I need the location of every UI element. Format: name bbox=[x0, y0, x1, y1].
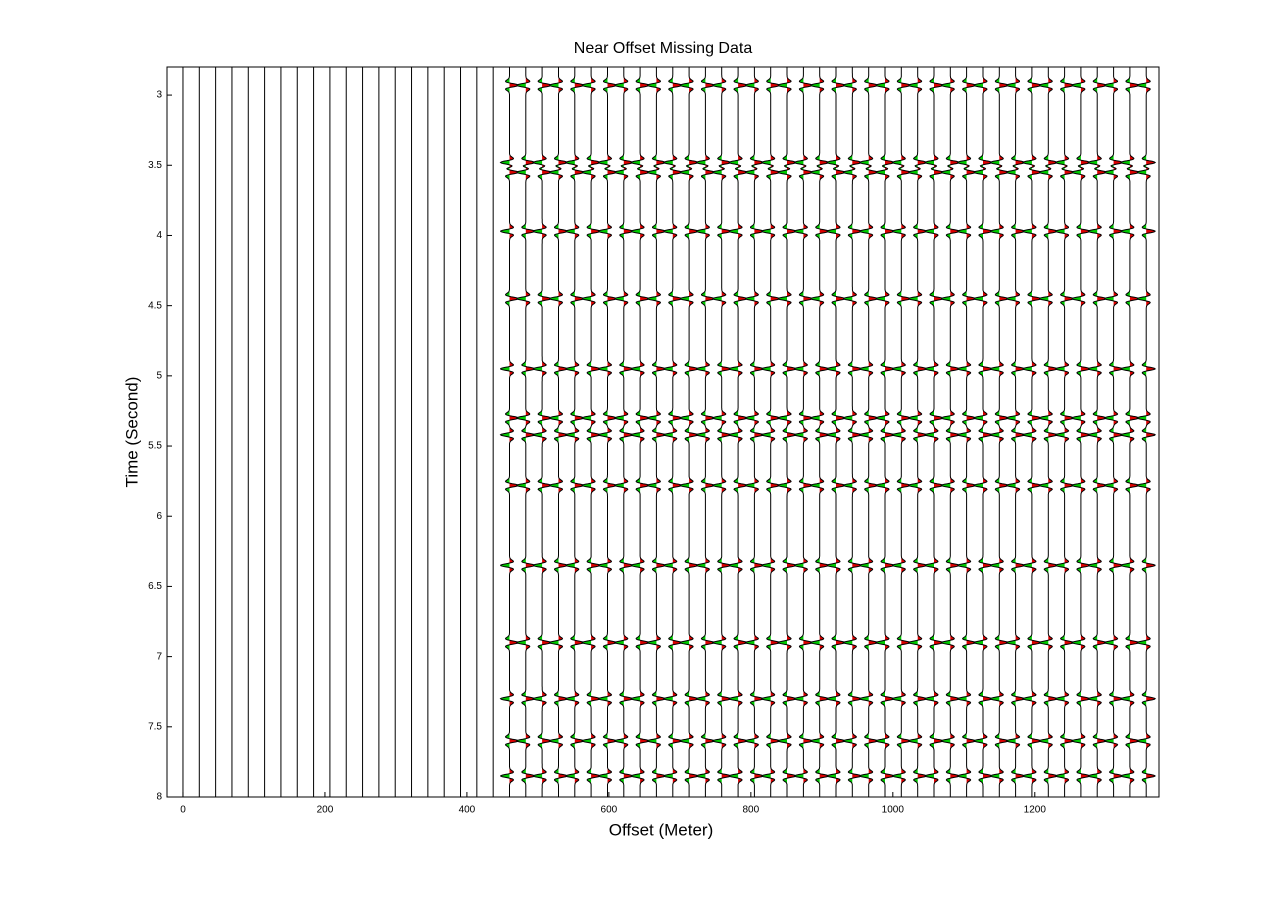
recorded-trace bbox=[1136, 67, 1157, 797]
recorded-trace bbox=[728, 67, 748, 797]
recorded-trace bbox=[1120, 67, 1140, 797]
recorded-trace bbox=[891, 67, 912, 797]
recorded-trace bbox=[548, 67, 569, 797]
recorded-trace bbox=[989, 67, 1010, 797]
recorded-trace bbox=[924, 67, 944, 797]
recorded-trace bbox=[1071, 67, 1091, 797]
x-tick-label: 200 bbox=[317, 805, 334, 816]
y-axis-label: Time (Second) bbox=[122, 377, 141, 488]
recorded-trace bbox=[679, 67, 699, 797]
x-tick-label: 600 bbox=[601, 805, 618, 816]
chart-title: Near Offset Missing Data bbox=[574, 40, 753, 57]
recorded-trace bbox=[581, 67, 601, 797]
x-tick-label: 1000 bbox=[882, 805, 905, 816]
recorded-trace bbox=[499, 67, 520, 797]
y-tick-label: 3 bbox=[156, 90, 162, 101]
recorded-trace bbox=[1005, 67, 1026, 797]
recorded-trace bbox=[875, 67, 895, 797]
x-tick-label: 1200 bbox=[1024, 805, 1047, 816]
recorded-trace bbox=[646, 67, 667, 797]
x-tick-label: 400 bbox=[459, 805, 476, 816]
y-tick-label: 7.5 bbox=[148, 721, 162, 732]
recorded-trace bbox=[630, 67, 650, 797]
recorded-trace bbox=[842, 67, 863, 797]
recorded-trace bbox=[1038, 67, 1059, 797]
recorded-trace bbox=[1103, 67, 1124, 797]
recorded-trace bbox=[826, 67, 846, 797]
y-tick-label: 3.5 bbox=[148, 160, 162, 171]
recorded-trace bbox=[956, 67, 977, 797]
x-tick-label: 800 bbox=[742, 805, 759, 816]
recorded-trace bbox=[613, 67, 634, 797]
recorded-trace bbox=[1087, 67, 1108, 797]
recorded-trace bbox=[777, 67, 798, 797]
recorded-trace bbox=[744, 67, 765, 797]
x-tick-label: 0 bbox=[180, 805, 186, 816]
recorded-trace bbox=[662, 67, 683, 797]
recorded-trace bbox=[907, 67, 928, 797]
recorded-trace bbox=[564, 67, 585, 797]
x-axis-label: Offset (Meter) bbox=[609, 820, 714, 839]
y-tick-label: 4 bbox=[156, 230, 162, 241]
recorded-trace bbox=[858, 67, 879, 797]
recorded-trace bbox=[793, 67, 814, 797]
plot-frame bbox=[166, 66, 1160, 798]
recorded-trace bbox=[940, 67, 961, 797]
y-tick-label: 4.5 bbox=[148, 300, 162, 311]
y-tick-label: 7 bbox=[156, 651, 162, 662]
recorded-trace bbox=[1054, 67, 1075, 797]
recorded-trace bbox=[711, 67, 732, 797]
y-tick-label: 5.5 bbox=[148, 441, 162, 452]
y-tick-label: 6 bbox=[156, 511, 162, 522]
recorded-trace bbox=[809, 67, 830, 797]
recorded-trace bbox=[532, 67, 552, 797]
y-tick-label: 5 bbox=[156, 370, 162, 381]
recorded-trace bbox=[760, 67, 781, 797]
recorded-trace bbox=[1021, 67, 1042, 797]
recorded-trace bbox=[597, 67, 618, 797]
recorded-trace bbox=[695, 67, 716, 797]
y-tick-label: 6.5 bbox=[148, 581, 162, 592]
y-tick-label: 8 bbox=[156, 792, 162, 803]
recorded-trace bbox=[515, 67, 536, 797]
recorded-trace bbox=[973, 67, 993, 797]
